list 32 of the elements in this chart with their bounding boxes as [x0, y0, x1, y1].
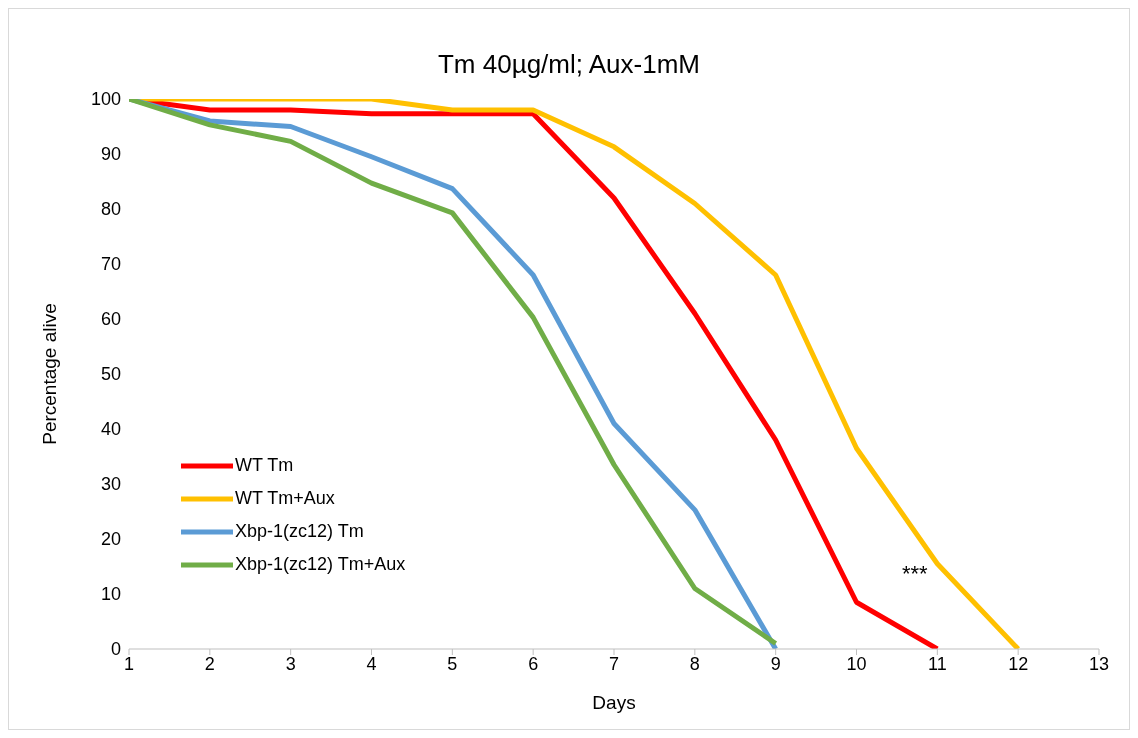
x-tick-label: 7 — [608, 653, 620, 674]
x-tick-label: 3 — [285, 653, 296, 674]
y-tick-label: 30 — [100, 474, 121, 495]
x-tick-label: 10 — [846, 653, 867, 674]
x-tick-label: 8 — [689, 653, 700, 674]
legend-label: Xbp-1(zc12) Tm+Aux — [235, 554, 406, 575]
annotation: *** — [902, 561, 928, 587]
y-tick-label: 70 — [100, 254, 121, 275]
y-tick-label: 80 — [100, 199, 121, 220]
x-tick-label: 9 — [770, 653, 781, 674]
legend-label: WT Tm+Aux — [235, 488, 335, 509]
y-tick-label: 100 — [90, 89, 121, 110]
y-tick-label: 60 — [100, 309, 121, 330]
y-tick-label: 20 — [100, 529, 121, 550]
y-tick-label: 90 — [100, 144, 121, 165]
x-tick-label: 1 — [123, 653, 135, 674]
x-tick-label: 4 — [366, 653, 377, 674]
x-tick-label: 6 — [528, 653, 539, 674]
y-axis-title: Percentage alive — [38, 303, 60, 445]
y-tick-label: 40 — [100, 419, 121, 440]
x-tick-label: 2 — [204, 653, 215, 674]
legend-label: WT Tm — [235, 455, 294, 476]
y-tick-label: 10 — [100, 584, 121, 605]
y-tick-label: 0 — [110, 639, 121, 660]
chart-title: Tm 40µg/ml; Aux-1mM — [437, 49, 701, 81]
x-tick-label: 12 — [1008, 653, 1029, 674]
legend-label: Xbp-1(zc12) Tm — [235, 521, 364, 542]
x-axis-title: Days — [592, 692, 636, 713]
x-tick-label: 11 — [927, 653, 947, 674]
y-tick-label: 50 — [100, 364, 121, 385]
x-tick-label: 5 — [447, 653, 458, 674]
x-tick-label: 13 — [1088, 653, 1110, 674]
